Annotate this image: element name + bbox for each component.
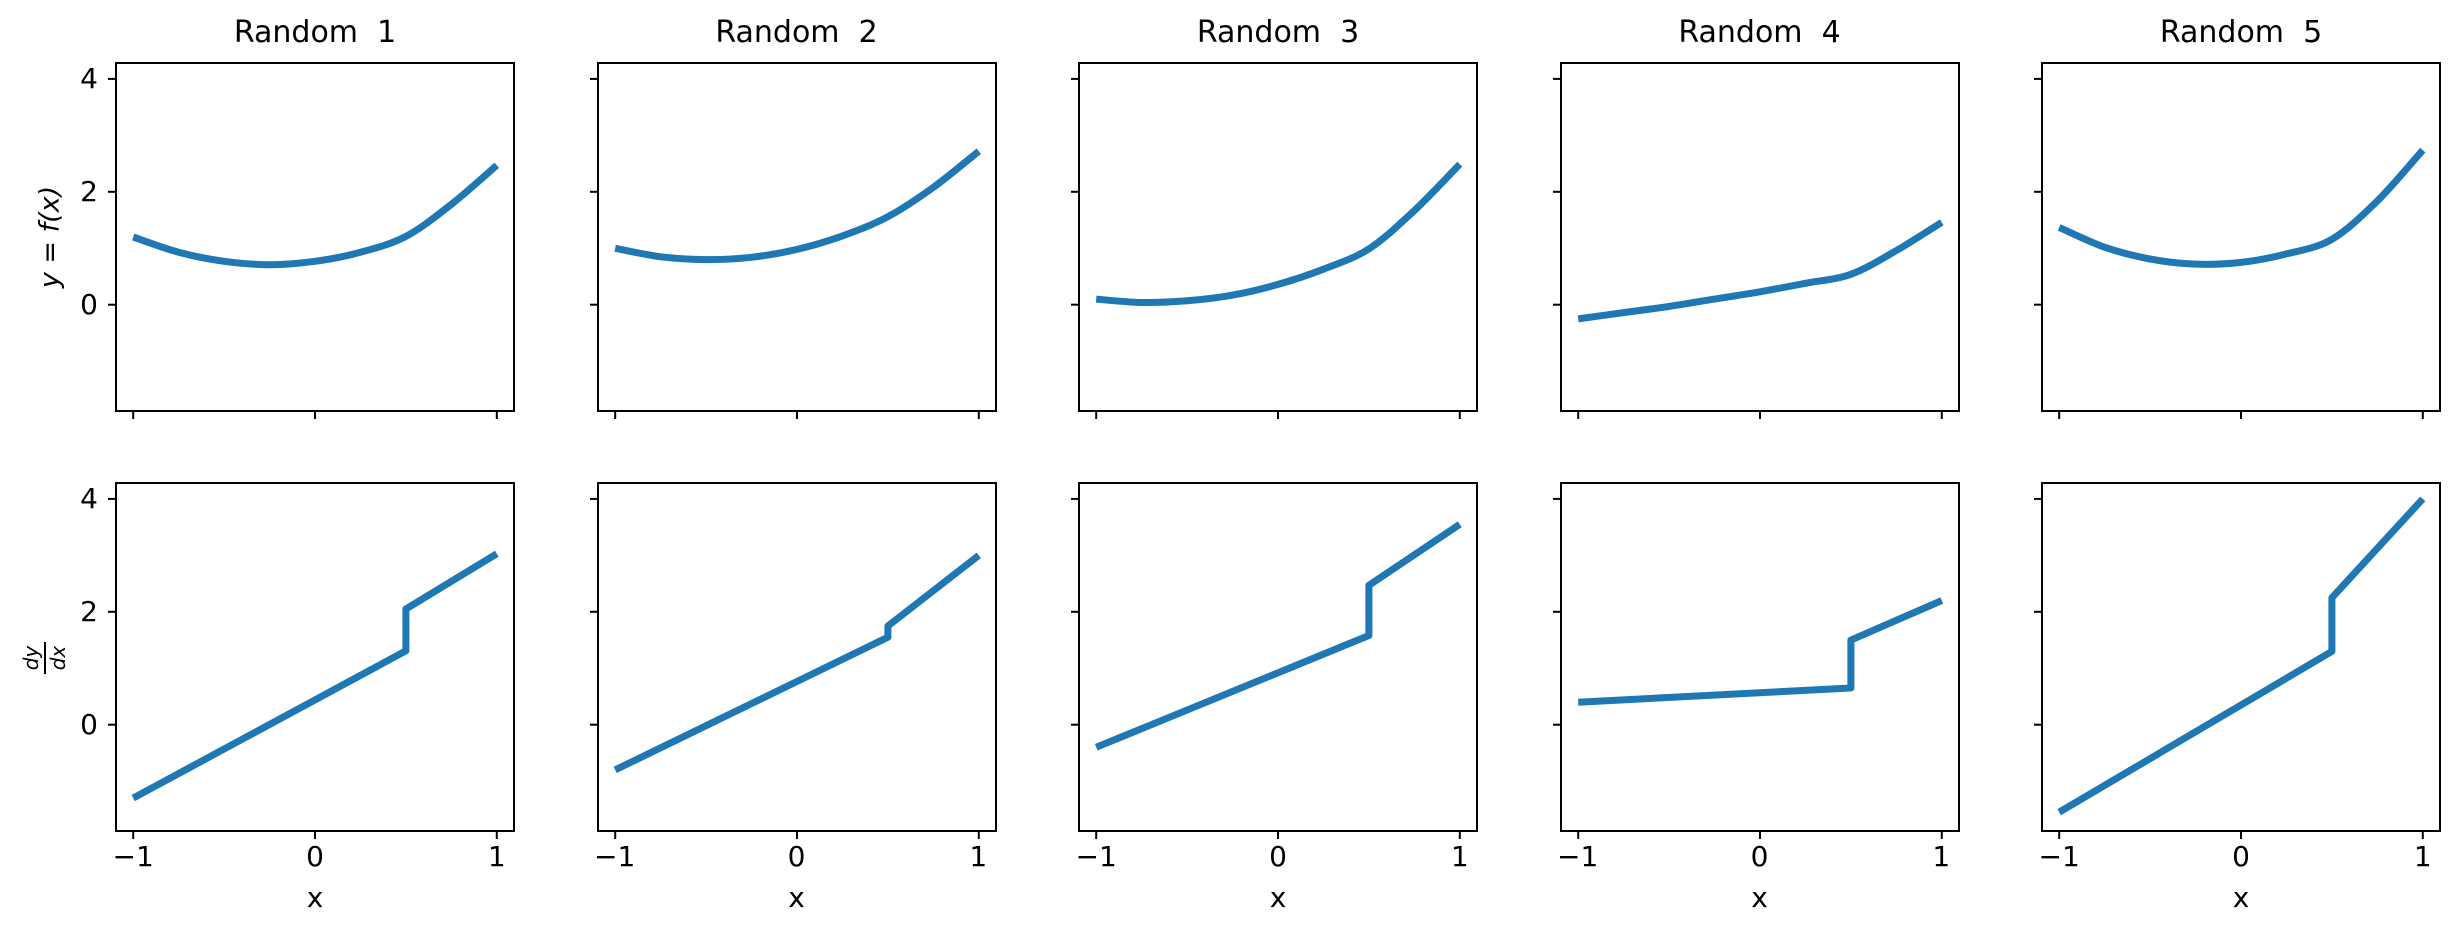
y-tick-label-function-1-4: 4 <box>80 61 98 95</box>
x-tick-label-derivative-4-2: 1 <box>1932 840 1951 873</box>
plot-area-function-4 <box>1552 62 1960 419</box>
data-line-function-2 <box>614 148 981 264</box>
x-tick-label-derivative-4-0: −1 <box>1557 840 1599 873</box>
x-tick-label-derivative-5-2: 1 <box>2413 840 2432 873</box>
axes-box <box>115 62 515 412</box>
subplot-title-function-2: Random 2 <box>715 15 878 50</box>
x-tick-label-derivative-2-0: −1 <box>594 840 636 873</box>
x-tick-label-derivative-3-0: −1 <box>1075 840 1117 873</box>
data-line-function-3 <box>1095 161 1463 307</box>
axes-box <box>2041 62 2441 412</box>
axes-box <box>1559 62 1960 412</box>
x-tick-label-derivative-4-1: 0 <box>1750 840 1769 873</box>
y-axis-label-derivative: dy dx <box>19 642 70 674</box>
plot-area-derivative-5 <box>2034 482 2441 839</box>
axes-box <box>1559 482 1960 832</box>
y-tick-label-function-1-0: 0 <box>80 287 98 321</box>
y-tick-label-derivative-1-0: 0 <box>80 707 98 741</box>
plot-area-derivative-3 <box>1071 482 1478 839</box>
data-line-function-4 <box>1577 219 1944 323</box>
axes-box <box>596 62 997 412</box>
y-tick-label-derivative-1-2: 2 <box>80 594 98 628</box>
axes-box <box>1078 62 1478 412</box>
axes-box <box>1078 482 1478 832</box>
plot-area-function-1 <box>108 62 515 419</box>
plot-area-derivative-1 <box>108 482 515 839</box>
data-line-derivative-4 <box>1577 597 1943 706</box>
x-axis-label-derivative-2: x <box>788 881 805 914</box>
subplot-derivative-1: 4 2 0 −1 0 1 x <box>80 482 515 914</box>
subplot-title-function-5: Random 5 <box>2159 15 2323 50</box>
subplot-function-2: Random 2 <box>589 16 997 419</box>
subplot-derivative-2: −1 0 1 x <box>589 482 997 914</box>
data-line-function-1 <box>132 162 500 269</box>
axes-box <box>596 482 997 832</box>
y-tick-label-derivative-1-4: 4 <box>80 481 98 515</box>
subplot-derivative-3: −1 0 1 x <box>1071 482 1478 914</box>
axes-box <box>2041 482 2441 832</box>
x-axis-label-derivative-4: x <box>1751 881 1768 914</box>
subplot-title-function-4: Random 4 <box>1678 15 1841 50</box>
x-tick-label-derivative-5-1: 0 <box>2232 840 2250 873</box>
y-tick-label-function-1-2: 2 <box>80 174 98 208</box>
subplot-title-function-3: Random 3 <box>1196 15 1360 50</box>
x-tick-label-derivative-3-1: 0 <box>1269 840 1287 873</box>
data-line-derivative-5 <box>2057 496 2426 816</box>
x-tick-label-derivative-2-2: 1 <box>969 840 988 873</box>
subplot-derivative-4: −1 0 1 x <box>1552 482 1960 914</box>
plot-area-function-5 <box>2034 62 2441 419</box>
x-axis-label-derivative-3: x <box>1269 881 1287 914</box>
subplot-function-5: Random 5 <box>2034 16 2441 419</box>
x-tick-label-derivative-2-1: 0 <box>787 840 806 873</box>
subplot-derivative-5: −1 0 1 x <box>2034 482 2441 914</box>
subplot-function-1: Random 1 4 2 0 <box>80 16 515 419</box>
plot-area-function-2 <box>589 62 997 419</box>
x-axis-label-derivative-1: x <box>306 881 324 914</box>
x-tick-label-derivative-1-0: −1 <box>112 840 154 873</box>
fraction-numerator: dy <box>19 645 43 671</box>
subplot-title-function-1: Random 1 <box>233 15 397 50</box>
data-line-function-5 <box>2057 147 2426 268</box>
x-tick-label-derivative-1-2: 1 <box>487 840 506 873</box>
subplot-function-3: Random 3 <box>1071 16 1478 419</box>
plot-area-derivative-4 <box>1552 482 1960 839</box>
x-tick-label-derivative-5-0: −1 <box>2038 840 2080 873</box>
x-tick-label-derivative-1-1: 0 <box>306 840 324 873</box>
data-line-derivative-1 <box>131 550 499 802</box>
fraction-denominator: dx <box>46 645 70 671</box>
plot-area-derivative-2 <box>589 482 997 839</box>
data-line-derivative-2 <box>613 552 981 774</box>
subplot-function-4: Random 4 <box>1552 16 1960 419</box>
plot-area-function-3 <box>1071 62 1478 419</box>
x-tick-label-derivative-3-2: 1 <box>1450 840 1469 873</box>
axes-box <box>115 482 515 832</box>
x-axis-label-derivative-5: x <box>2232 881 2250 914</box>
data-line-derivative-3 <box>1094 521 1462 751</box>
